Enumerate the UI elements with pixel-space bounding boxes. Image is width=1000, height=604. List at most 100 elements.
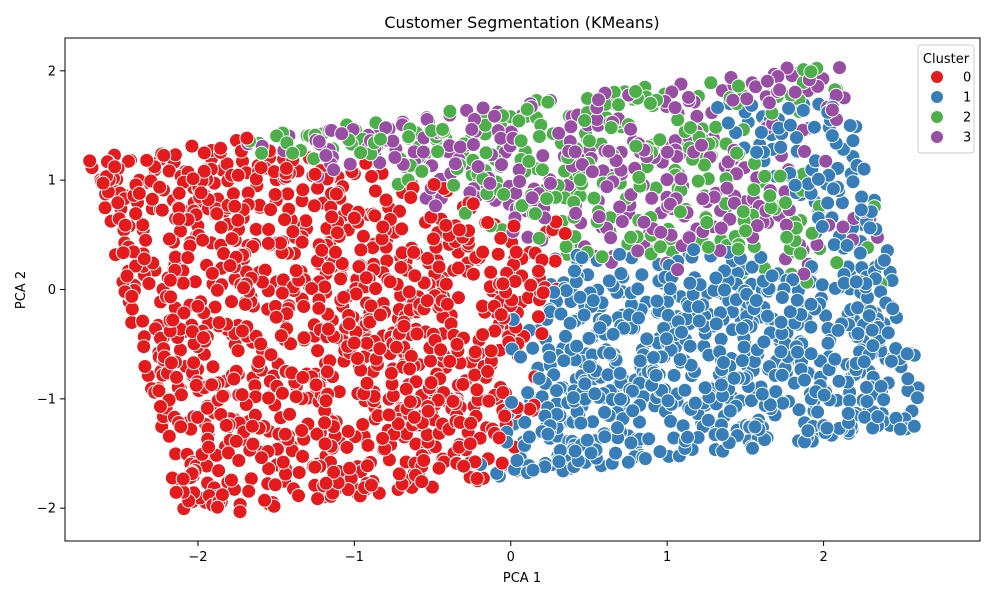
legend-entries: 0 1 2 3 [930, 70, 971, 146]
scatter-point-cluster-2 [803, 64, 819, 80]
scatter-point-cluster-1 [672, 352, 688, 367]
scatter-point-cluster-3 [599, 179, 615, 195]
scatter-point-cluster-0 [278, 160, 294, 176]
scatter-point-cluster-1 [612, 246, 628, 262]
scatter-point-cluster-1 [774, 290, 790, 305]
scatter-point-cluster-2 [779, 229, 795, 245]
scatter-point-cluster-0 [267, 187, 283, 202]
scatter-point-cluster-0 [406, 409, 422, 425]
scatter-point-cluster-1 [814, 219, 830, 234]
scatter-point-cluster-2 [496, 186, 512, 202]
scatter-point-cluster-0 [491, 430, 507, 446]
scatter-point-cluster-0 [228, 433, 244, 449]
scatter-point-cluster-3 [591, 92, 606, 108]
scatter-point-cluster-1 [573, 415, 589, 431]
scatter-point-cluster-1 [565, 390, 581, 406]
scatter-point-cluster-0 [339, 439, 355, 455]
scatter-point-cluster-2 [373, 131, 388, 147]
scatter-point-cluster-2 [699, 215, 715, 230]
scatter-point-cluster-2 [401, 129, 417, 145]
scatter-point-cluster-0 [294, 423, 310, 438]
scatter-point-cluster-1 [551, 454, 567, 470]
scatter-point-cluster-3 [601, 143, 617, 159]
scatter-point-cluster-1 [782, 117, 798, 133]
scatter-point-cluster-2 [519, 101, 535, 117]
scatter-point-cluster-0 [162, 272, 178, 288]
scatter-point-cluster-0 [523, 277, 539, 293]
scatter-point-cluster-0 [230, 343, 246, 359]
scatter-point-cluster-0 [257, 492, 273, 508]
scatter-point-cluster-1 [816, 387, 832, 403]
scatter-point-cluster-0 [530, 309, 546, 325]
scatter-point-cluster-1 [674, 324, 689, 340]
scatter-point-cluster-1 [885, 301, 901, 317]
scatter-point-cluster-0 [196, 145, 212, 161]
scatter-point-cluster-0 [326, 464, 342, 480]
scatter-point-cluster-0 [406, 244, 422, 260]
scatter-point-cluster-1 [734, 353, 750, 369]
scatter-point-cluster-2 [430, 144, 446, 160]
y-tick-label: −2 [37, 502, 56, 517]
scatter-point-cluster-2 [539, 191, 555, 207]
scatter-point-cluster-1 [873, 378, 889, 394]
scatter-point-cluster-0 [475, 327, 491, 343]
scatter-point-cluster-1 [680, 429, 695, 445]
scatter-point-cluster-3 [512, 174, 528, 189]
scatter-point-cluster-2 [730, 241, 746, 257]
scatter-point-cluster-1 [830, 322, 846, 338]
scatter-point-cluster-1 [666, 367, 682, 383]
scatter-point-cluster-3 [385, 133, 401, 149]
scatter-point-cluster-0 [382, 274, 398, 290]
scatter-point-cluster-2 [435, 121, 450, 137]
scatter-point-cluster-1 [553, 306, 569, 322]
scatter-point-cluster-1 [710, 100, 726, 115]
scatter-point-cluster-0 [383, 365, 399, 381]
scatter-point-cluster-2 [746, 182, 762, 198]
scatter-point-cluster-0 [196, 163, 212, 179]
scatter-point-cluster-1 [686, 242, 702, 258]
scatter-point-cluster-1 [790, 344, 805, 360]
scatter-point-cluster-0 [245, 436, 261, 452]
scatter-point-cluster-0 [204, 377, 220, 393]
scatter-point-cluster-0 [309, 426, 325, 442]
scatter-point-cluster-0 [320, 260, 336, 276]
scatter-point-cluster-0 [389, 339, 404, 355]
scatter-point-cluster-0 [213, 140, 229, 156]
scatter-point-cluster-2 [670, 112, 686, 128]
scatter-point-cluster-1 [909, 390, 925, 406]
scatter-point-cluster-1 [803, 319, 819, 335]
scatter-point-cluster-2 [652, 132, 668, 148]
scatter-point-cluster-1 [639, 331, 655, 347]
scatter-point-cluster-0 [480, 215, 496, 230]
scatter-point-cluster-0 [402, 394, 418, 410]
scatter-point-cluster-1 [630, 281, 646, 297]
scatter-point-cluster-1 [853, 202, 869, 218]
scatter-point-cluster-3 [772, 82, 788, 98]
scatter-point-cluster-0 [508, 244, 524, 260]
scatter-point-cluster-0 [168, 484, 184, 500]
scatter-point-cluster-1 [649, 293, 665, 309]
scatter-point-cluster-1 [583, 445, 599, 461]
scatter-point-cluster-3 [535, 148, 551, 164]
scatter-point-cluster-0 [480, 364, 496, 379]
scatter-point-cluster-1 [900, 371, 916, 387]
scatter-point-cluster-1 [623, 435, 639, 451]
scatter-point-cluster-1 [743, 393, 759, 409]
scatter-point-cluster-0 [490, 246, 506, 262]
scatter-point-cluster-0 [95, 175, 111, 191]
scatter-point-cluster-1 [641, 431, 657, 447]
scatter-point-cluster-0 [163, 289, 179, 305]
scatter-point-cluster-1 [842, 393, 857, 409]
scatter-point-cluster-1 [660, 393, 676, 409]
scatter-point-cluster-1 [906, 418, 922, 434]
scatter-point-cluster-1 [791, 402, 807, 418]
scatter-point-cluster-3 [464, 121, 480, 137]
scatter-point-cluster-1 [576, 307, 592, 323]
scatter-point-cluster-1 [803, 346, 819, 362]
scatter-point-cluster-3 [603, 230, 619, 246]
scatter-point-cluster-0 [375, 430, 391, 446]
scatter-point-cluster-1 [569, 338, 585, 354]
scatter-point-cluster-2 [731, 78, 746, 94]
scatter-point-cluster-3 [470, 159, 486, 175]
scatter-point-cluster-1 [634, 267, 650, 283]
